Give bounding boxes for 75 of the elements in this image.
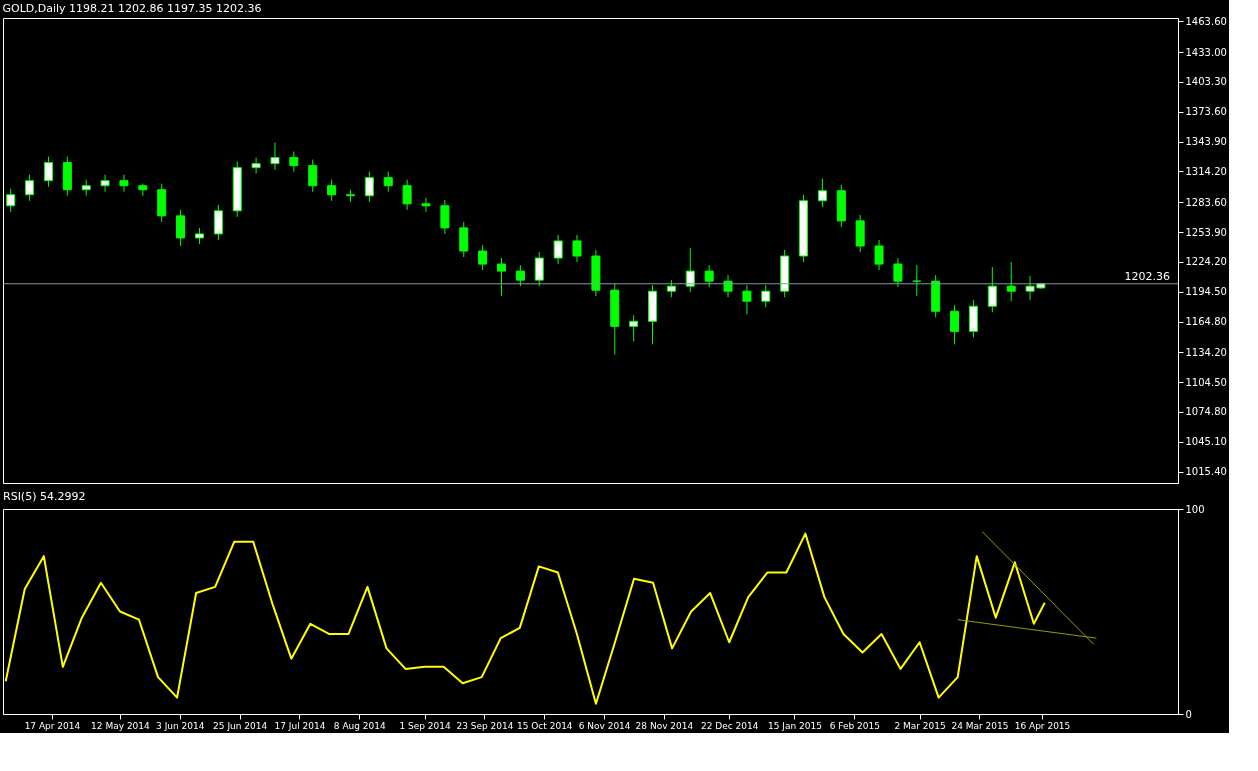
y-tick-label: 1343.90	[1185, 136, 1227, 148]
y-tick-label: 1134.20	[1185, 346, 1227, 358]
y-tick-label: 1314.20	[1185, 165, 1227, 177]
y-tick-label: 1074.80	[1185, 406, 1227, 418]
x-tick-label: 25 Jun 2014	[213, 720, 268, 731]
y-tick-label: 1433.00	[1185, 46, 1227, 58]
y-tick-label: 1283.60	[1185, 196, 1227, 208]
line-series	[4, 532, 1046, 705]
candlestick	[515, 264, 525, 287]
ref-line-label: 1202.36	[1124, 269, 1170, 283]
y-tick-label: 1224.20	[1185, 256, 1227, 268]
chart-title: RSI(5) 54.2992	[3, 490, 86, 503]
x-tick-label: 15 Jan 2015	[768, 720, 822, 731]
candlestick	[1006, 261, 1016, 302]
x-tick-label: 12 May 2014	[91, 720, 151, 731]
y-tick-label: 0	[1185, 708, 1192, 720]
x-tick-label: 2 Mar 2015	[894, 720, 946, 731]
y-tick-label: 1373.60	[1185, 106, 1227, 118]
x-tick-label: 24 Mar 2015	[951, 720, 1009, 731]
x-tick-label: 6 Feb 2015	[829, 720, 880, 731]
candlestick	[421, 197, 431, 213]
candlestick	[685, 247, 695, 293]
candlestick	[572, 234, 582, 263]
x-tick-label: 6 Nov 2014	[578, 720, 631, 731]
x-tick-label: 8 Aug 2014	[333, 720, 387, 731]
x-tick-label: 16 Apr 2015	[1014, 720, 1071, 731]
candlestick	[289, 151, 299, 173]
candlestick	[402, 179, 412, 211]
candlestick	[987, 266, 997, 313]
y-tick-label: 1463.60	[1185, 15, 1227, 27]
candlestick	[497, 257, 507, 297]
x-tick-label: 22 Dec 2014	[700, 720, 759, 731]
candlestick	[6, 188, 16, 213]
x-tick-label: 23 Sep 2014	[456, 720, 514, 731]
candlestick	[912, 264, 922, 297]
candlestick	[553, 234, 563, 265]
x-tick-label: 28 Nov 2014	[635, 720, 694, 731]
candlestick	[874, 239, 884, 271]
candlestick	[704, 264, 714, 288]
candlestick	[534, 251, 544, 287]
candlestick	[817, 178, 827, 208]
candlestick	[440, 199, 450, 235]
candlestick	[327, 179, 337, 202]
candlestick	[43, 156, 53, 188]
candlestick	[893, 257, 903, 288]
y-tick-label: 1253.90	[1185, 226, 1227, 238]
candlestick	[25, 174, 35, 202]
candlestick	[383, 171, 393, 193]
candlestick	[176, 209, 186, 247]
candlestick	[251, 157, 261, 175]
candlestick	[478, 244, 488, 271]
candlestick	[459, 221, 469, 258]
x-tick-label: 15 Oct 2014	[516, 720, 573, 731]
candlestick	[100, 174, 110, 193]
y-tick-label: 1104.50	[1185, 376, 1227, 388]
candlestick	[119, 174, 129, 193]
x-tick-label: 1 Sep 2014	[399, 720, 452, 731]
chart-title: GOLD,Daily 1198.21 1202.86 1197.35 1202.36	[2, 2, 262, 16]
y-tick-label: 1194.50	[1185, 286, 1227, 298]
candlestick	[742, 284, 752, 315]
candlestick	[629, 314, 639, 342]
y-tick-label: 1015.40	[1185, 466, 1227, 478]
candlestick	[364, 171, 374, 203]
x-tick-label: 17 Jul 2014	[274, 720, 326, 731]
y-tick-label: 1045.10	[1185, 436, 1227, 448]
x-tick-label: 17 Apr 2014	[24, 720, 81, 731]
candlestick	[213, 204, 223, 241]
candlestick	[950, 304, 960, 345]
y-tick-label: 100	[1185, 503, 1205, 515]
y-tick-label: 1403.30	[1185, 76, 1227, 88]
candlestick	[270, 142, 280, 171]
candlestick	[761, 284, 771, 308]
x-tick-label: 3 Jun 2014	[156, 720, 205, 731]
candlestick	[308, 159, 318, 193]
y-tick-label: 1164.80	[1185, 316, 1227, 328]
